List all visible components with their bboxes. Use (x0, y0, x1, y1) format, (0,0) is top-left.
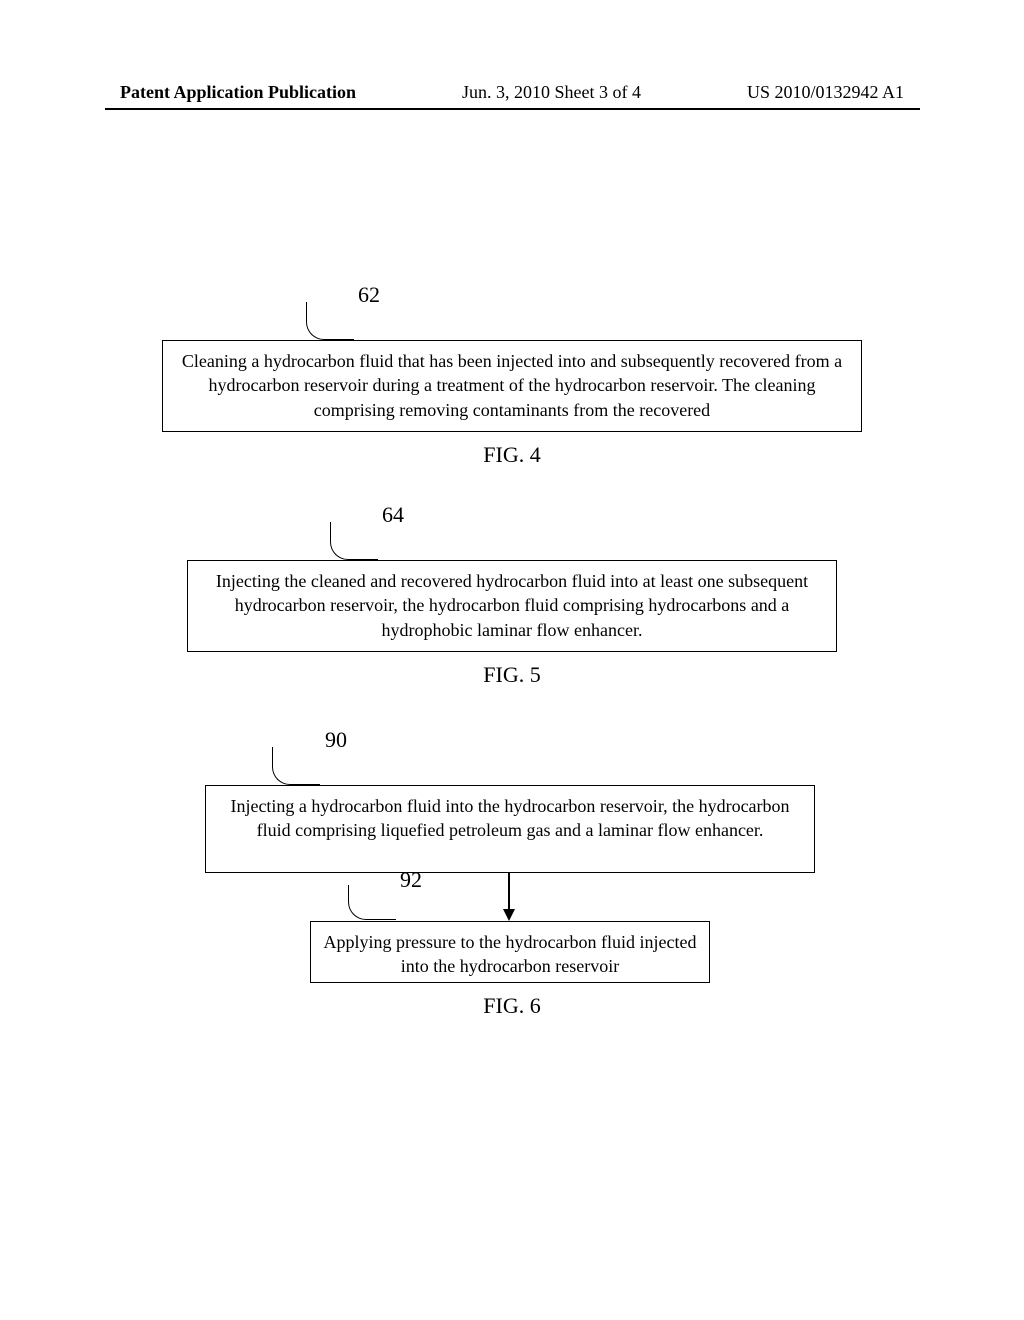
flowchart-box-64: Injecting the cleaned and recovered hydr… (187, 560, 837, 652)
figure-4-caption: FIG. 4 (0, 442, 1024, 468)
leader-line-64 (330, 522, 378, 560)
figure-6: 90 Injecting a hydrocarbon fluid into th… (0, 785, 1024, 1019)
figure-5: 64 Injecting the cleaned and recovered h… (0, 560, 1024, 688)
figure-4: 62 Cleaning a hydrocarbon fluid that has… (0, 340, 1024, 468)
leader-line-62 (306, 302, 354, 340)
flowchart-box-62: Cleaning a hydrocarbon fluid that has be… (162, 340, 862, 432)
flowchart-box-90: Injecting a hydrocarbon fluid into the h… (205, 785, 815, 873)
arrow-line (508, 873, 510, 909)
figure-6-caption: FIG. 6 (0, 993, 1024, 1019)
ref-label-92: 92 (400, 867, 422, 893)
flowchart-box-92: Applying pressure to the hydrocarbon flu… (310, 921, 710, 983)
header-right: US 2010/0132942 A1 (747, 82, 904, 103)
ref-label-62: 62 (358, 282, 380, 308)
leader-line-90 (272, 747, 320, 785)
ref-label-64: 64 (382, 502, 404, 528)
header-divider (105, 108, 920, 110)
arrow-head-icon (503, 909, 515, 921)
figure-5-caption: FIG. 5 (0, 662, 1024, 688)
leader-line-92 (348, 885, 396, 920)
ref-label-90: 90 (325, 727, 347, 753)
page-header: Patent Application Publication Jun. 3, 2… (0, 82, 1024, 103)
header-left: Patent Application Publication (120, 82, 356, 103)
header-center: Jun. 3, 2010 Sheet 3 of 4 (462, 82, 641, 103)
